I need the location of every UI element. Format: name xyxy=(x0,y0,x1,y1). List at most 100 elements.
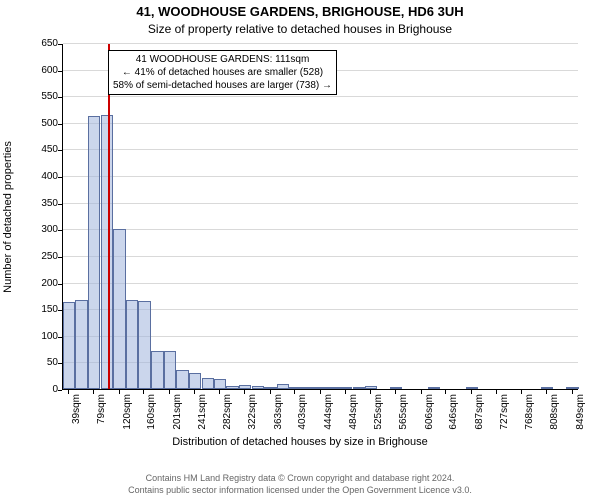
x-tick-mark xyxy=(395,390,396,394)
y-tick-label: 550 xyxy=(34,92,58,102)
y-tick-label: 0 xyxy=(34,385,58,395)
x-tick-mark xyxy=(471,390,472,394)
chart-subtitle: Size of property relative to detached ho… xyxy=(0,22,600,36)
histogram-bar xyxy=(75,300,87,389)
x-tick-label: 160sqm xyxy=(146,394,157,430)
y-tick-mark xyxy=(58,310,62,311)
x-tick-label: 849sqm xyxy=(575,394,586,430)
x-tick-mark xyxy=(244,390,245,394)
gridline xyxy=(63,149,578,150)
gridline xyxy=(63,283,578,284)
histogram-bar xyxy=(340,387,352,389)
histogram-bar xyxy=(176,370,188,389)
annotation-line: 41 WOODHOUSE GARDENS: 111sqm xyxy=(113,53,332,66)
x-tick-label: 525sqm xyxy=(373,394,384,430)
y-tick-label: 650 xyxy=(34,39,58,49)
x-tick-mark xyxy=(370,390,371,394)
y-tick-label: 200 xyxy=(34,279,58,289)
y-tick-label: 600 xyxy=(34,66,58,76)
x-tick-label: 363sqm xyxy=(273,394,284,430)
gridline xyxy=(63,96,578,97)
x-tick-label: 808sqm xyxy=(549,394,560,430)
histogram-bar xyxy=(353,387,365,389)
y-axis-label: Number of detached properties xyxy=(2,141,14,293)
x-tick-label: 39sqm xyxy=(71,394,82,424)
y-tick-label: 500 xyxy=(34,119,58,129)
gridline xyxy=(63,123,578,124)
histogram-bar xyxy=(277,384,289,389)
histogram-bar xyxy=(202,378,214,389)
histogram-bar xyxy=(327,387,339,389)
x-tick-label: 687sqm xyxy=(474,394,485,430)
x-tick-mark xyxy=(119,390,120,394)
histogram-bar xyxy=(126,300,138,389)
x-tick-label: 282sqm xyxy=(222,394,233,430)
histogram-bar xyxy=(239,385,251,389)
y-tick-mark xyxy=(58,230,62,231)
x-tick-label: 565sqm xyxy=(398,394,409,430)
x-tick-mark xyxy=(320,390,321,394)
x-tick-mark xyxy=(270,390,271,394)
gridline xyxy=(63,176,578,177)
histogram-bar xyxy=(226,386,238,389)
y-tick-label: 100 xyxy=(34,332,58,342)
footer-line-1: Contains HM Land Registry data © Crown c… xyxy=(0,472,600,484)
histogram-bar xyxy=(264,387,276,389)
histogram-bar xyxy=(566,387,578,389)
x-tick-label: 484sqm xyxy=(348,394,359,430)
y-tick-mark xyxy=(58,97,62,98)
x-tick-mark xyxy=(345,390,346,394)
y-tick-label: 150 xyxy=(34,305,58,315)
x-tick-mark xyxy=(521,390,522,394)
chart-title: 41, WOODHOUSE GARDENS, BRIGHOUSE, HD6 3U… xyxy=(0,4,600,19)
reference-line xyxy=(108,44,110,389)
histogram-bar xyxy=(164,351,176,389)
x-tick-mark xyxy=(143,390,144,394)
y-tick-mark xyxy=(58,284,62,285)
x-tick-mark xyxy=(572,390,573,394)
histogram-bar xyxy=(63,302,75,389)
x-tick-mark xyxy=(93,390,94,394)
histogram-bar xyxy=(466,387,478,389)
x-tick-label: 322sqm xyxy=(247,394,258,430)
histogram-bar xyxy=(252,386,264,389)
y-tick-mark xyxy=(58,363,62,364)
x-tick-mark xyxy=(194,390,195,394)
x-tick-label: 768sqm xyxy=(524,394,535,430)
x-tick-mark xyxy=(294,390,295,394)
x-tick-label: 201sqm xyxy=(172,394,183,430)
y-tick-mark xyxy=(58,204,62,205)
y-tick-label: 300 xyxy=(34,225,58,235)
y-tick-mark xyxy=(58,150,62,151)
annotation-line: 58% of semi-detached houses are larger (… xyxy=(113,79,332,92)
x-tick-label: 727sqm xyxy=(499,394,510,430)
x-tick-label: 646sqm xyxy=(448,394,459,430)
gridline xyxy=(63,256,578,257)
plot-area xyxy=(62,44,578,390)
gridline xyxy=(63,203,578,204)
histogram-bar xyxy=(365,386,377,389)
histogram-bar xyxy=(289,387,301,389)
y-tick-mark xyxy=(58,71,62,72)
histogram-bar xyxy=(315,387,327,389)
x-tick-label: 120sqm xyxy=(122,394,133,430)
chart-footer: Contains HM Land Registry data © Crown c… xyxy=(0,472,600,496)
x-tick-label: 79sqm xyxy=(96,394,107,424)
y-tick-mark xyxy=(58,257,62,258)
marker-annotation: 41 WOODHOUSE GARDENS: 111sqm← 41% of det… xyxy=(108,50,337,95)
x-tick-mark xyxy=(219,390,220,394)
x-tick-mark xyxy=(496,390,497,394)
y-tick-mark xyxy=(58,337,62,338)
y-tick-mark xyxy=(58,390,62,391)
x-tick-mark xyxy=(169,390,170,394)
histogram-bar xyxy=(214,379,226,389)
x-tick-label: 403sqm xyxy=(297,394,308,430)
x-tick-mark xyxy=(421,390,422,394)
y-tick-label: 350 xyxy=(34,199,58,209)
x-tick-mark xyxy=(445,390,446,394)
histogram-bar xyxy=(302,387,314,389)
y-tick-label: 50 xyxy=(34,358,58,368)
y-tick-mark xyxy=(58,124,62,125)
histogram-bar xyxy=(138,301,150,389)
x-tick-label: 606sqm xyxy=(424,394,435,430)
